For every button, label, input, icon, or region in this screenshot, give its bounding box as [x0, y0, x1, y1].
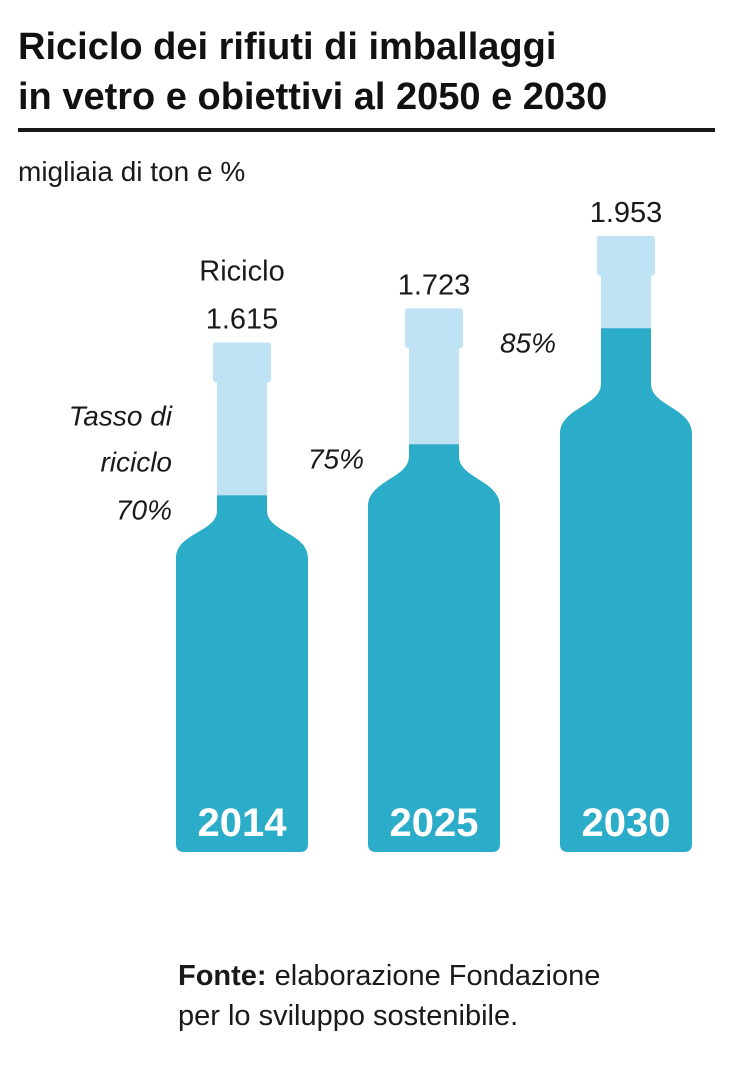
chart-title-line-1: Riciclo dei rifiuti di imballaggi	[18, 26, 557, 68]
chart-subtitle: migliaia di ton e %	[18, 156, 246, 187]
tons-label-2025: 1.723	[398, 269, 471, 301]
rate-label-2014: 70%	[116, 494, 172, 525]
year-label-2014: 2014	[198, 801, 288, 845]
tons-label-2014: 1.615	[206, 303, 279, 335]
year-label-2025: 2025	[390, 801, 479, 845]
riciclo-annotation: Riciclo	[199, 255, 284, 287]
source-label: Fonte:	[178, 960, 267, 992]
rate-label-2025: 75%	[308, 443, 364, 474]
title-rule	[18, 128, 715, 132]
tons-label-2030: 1.953	[590, 197, 663, 229]
bottle-fill-2025	[368, 444, 500, 852]
chart-title-line-2: in vetro e obiettivi al 2050 e 2030	[18, 76, 608, 118]
chart-title: Riciclo dei rifiuti di imballaggi in vet…	[18, 22, 718, 122]
tasso-annotation-line-1: Tasso di	[69, 400, 173, 431]
bottle-fill-2014	[176, 495, 308, 852]
bottle-fill-2030	[560, 328, 692, 853]
rate-label-2030: 85%	[500, 327, 556, 358]
source-text-line-2: per lo sviluppo sostenibile.	[178, 1000, 519, 1032]
source-text-line-1: elaborazione Fondazione	[266, 960, 601, 992]
year-label-2030: 2030	[582, 801, 671, 845]
tasso-annotation-line-2: riciclo	[100, 446, 172, 477]
source-note: Fonte: elaborazione Fondazione per lo sv…	[178, 956, 718, 1036]
